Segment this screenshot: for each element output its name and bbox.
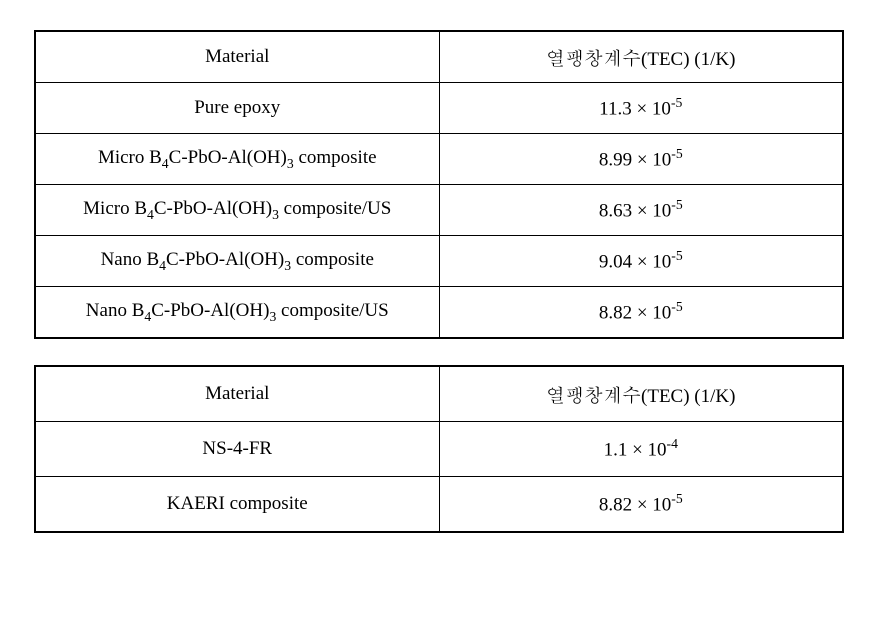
table-row: Nano B4C-PbO-Al(OH)3 composite 9.04 × 10… — [35, 236, 843, 287]
cell-tec: 8.63 × 10-5 — [439, 185, 843, 236]
cell-material: Micro B4C-PbO-Al(OH)3 composite/US — [35, 185, 439, 236]
header-tec: 열팽창계수(TEC) (1/K) — [439, 31, 843, 83]
table-row: Micro B4C-PbO-Al(OH)3 composite/US 8.63 … — [35, 185, 843, 236]
table-header-row: Material 열팽창계수(TEC) (1/K) — [35, 366, 843, 422]
cell-tec: 1.1 × 10-4 — [439, 422, 843, 477]
table-row: Micro B4C-PbO-Al(OH)3 composite 8.99 × 1… — [35, 134, 843, 185]
cell-material: KAERI composite — [35, 477, 439, 533]
tec-table-2: Material 열팽창계수(TEC) (1/K) NS-4-FR 1.1 × … — [34, 365, 844, 533]
cell-tec: 8.99 × 10-5 — [439, 134, 843, 185]
table-header-row: Material 열팽창계수(TEC) (1/K) — [35, 31, 843, 83]
cell-tec: 8.82 × 10-5 — [439, 477, 843, 533]
cell-material: Nano B4C-PbO-Al(OH)3 composite/US — [35, 287, 439, 339]
table-row: Nano B4C-PbO-Al(OH)3 composite/US 8.82 ×… — [35, 287, 843, 339]
table-row: NS-4-FR 1.1 × 10-4 — [35, 422, 843, 477]
cell-tec: 8.82 × 10-5 — [439, 287, 843, 339]
table-row: KAERI composite 8.82 × 10-5 — [35, 477, 843, 533]
header-material: Material — [35, 366, 439, 422]
tec-table-1: Material 열팽창계수(TEC) (1/K) Pure epoxy 11.… — [34, 30, 844, 339]
cell-material: Micro B4C-PbO-Al(OH)3 composite — [35, 134, 439, 185]
cell-material: Nano B4C-PbO-Al(OH)3 composite — [35, 236, 439, 287]
cell-tec: 9.04 × 10-5 — [439, 236, 843, 287]
cell-tec: 11.3 × 10-5 — [439, 83, 843, 134]
header-material: Material — [35, 31, 439, 83]
cell-material: Pure epoxy — [35, 83, 439, 134]
header-tec: 열팽창계수(TEC) (1/K) — [439, 366, 843, 422]
cell-material: NS-4-FR — [35, 422, 439, 477]
table-row: Pure epoxy 11.3 × 10-5 — [35, 83, 843, 134]
